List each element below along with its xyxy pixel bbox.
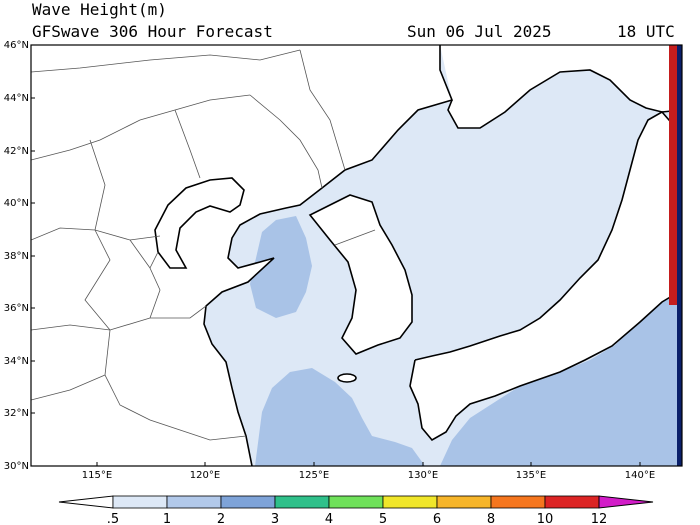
lon-label: 135°E (516, 470, 546, 481)
colorbar-label: 4 (325, 512, 333, 525)
lon-axis: 115°E 120°E 125°E 130°E 135°E 140°E (82, 470, 655, 481)
lat-label: 46°N (4, 40, 29, 51)
lat-label: 44°N (4, 93, 29, 104)
colorbar: .5 1 2 3 4 5 6 8 10 12 (58, 495, 654, 525)
colorbar-label: 5 (379, 512, 387, 525)
lat-label: 38°N (4, 251, 29, 262)
lat-label: 32°N (4, 408, 29, 419)
colorbar-label: .5 (107, 512, 119, 525)
lon-label: 115°E (82, 470, 112, 481)
colorbar-segment (490, 495, 546, 509)
colorbar-high-arrow (598, 495, 654, 509)
colorbar-segment (274, 495, 330, 509)
colorbar-segment (166, 495, 222, 509)
colorbar-label: 2 (217, 512, 225, 525)
colorbar-segment (382, 495, 438, 509)
province-borders (31, 49, 376, 441)
lat-label: 42°N (4, 146, 29, 157)
forecast-time: 18 UTC (617, 22, 675, 41)
colorbar-label: 8 (487, 512, 495, 525)
colorbar-label: 12 (591, 512, 608, 525)
lat-axis: 46°N 44°N 42°N 40°N 38°N 36°N 34°N 32°N … (4, 40, 29, 472)
colorbar-segment (544, 495, 600, 509)
lon-label: 125°E (299, 470, 329, 481)
land-areas (31, 45, 682, 466)
forecast-label: GFSwave 306 Hour Forecast (32, 22, 273, 41)
colorbar-segment (112, 495, 168, 509)
forecast-date: Sun 06 Jul 2025 (407, 22, 552, 41)
lon-ticks (96, 462, 641, 466)
colorbar-segment (436, 495, 492, 509)
lat-label: 30°N (4, 461, 29, 472)
colorbar-label: 1 (163, 512, 171, 525)
coastlines (154, 45, 682, 466)
lat-label: 34°N (4, 356, 29, 367)
colorbar-segment (328, 495, 384, 509)
colorbar-segment (220, 495, 276, 509)
colorbar-low-arrow (58, 495, 114, 509)
lon-label: 130°E (408, 470, 438, 481)
lat-label: 36°N (4, 303, 29, 314)
lat-ticks (31, 44, 35, 414)
map-area (31, 45, 682, 466)
colorbar-label: 10 (537, 512, 554, 525)
lon-label: 140°E (625, 470, 655, 481)
lon-label: 120°E (190, 470, 220, 481)
chart-title: Wave Height(m) (32, 0, 167, 19)
colorbar-label: 3 (271, 512, 279, 525)
lat-label: 40°N (4, 198, 29, 209)
colorbar-label: 6 (433, 512, 441, 525)
wave-shading-mid (190, 56, 682, 466)
high-wave-edge (669, 45, 682, 466)
